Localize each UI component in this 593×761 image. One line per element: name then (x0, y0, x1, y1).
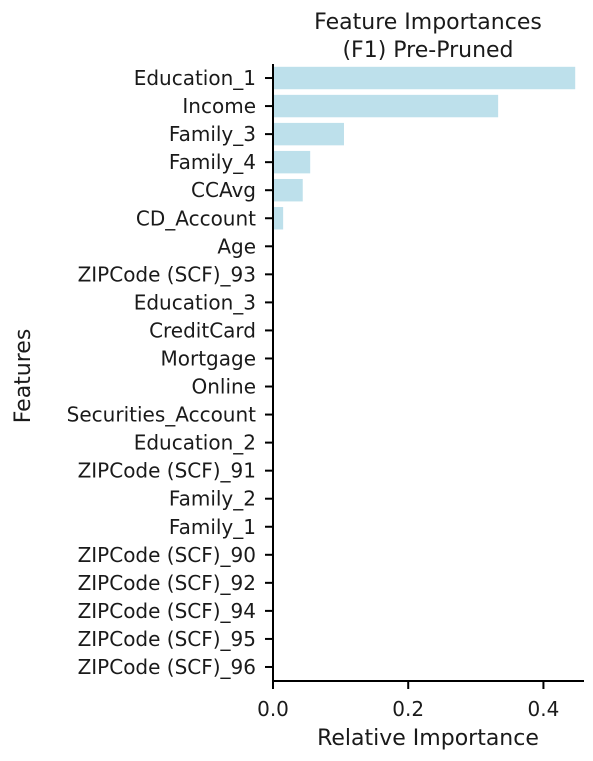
bar-cd-account (273, 207, 284, 230)
y-tick-group: Education_1 Income Family_3 Family_4 CCAvg CD… (67, 66, 273, 679)
x-tick-label-0: 0.0 (257, 697, 289, 721)
y-tick-label-family-3: Family_3 (169, 122, 256, 146)
y-tick-label-education-1: Education_1 (134, 66, 256, 90)
y-tick-label-ccavg: CCAvg (191, 178, 256, 202)
y-tick-label-income: Income (182, 94, 256, 118)
y-tick-label-zipcode-scf-92: ZIPCode (SCF)_92 (78, 571, 256, 595)
y-tick-label-creditcard: CreditCard (149, 318, 256, 342)
x-tick-group: 0.0 0.2 0.4 (257, 681, 559, 721)
y-tick-label-securities-account: Securities_Account (67, 403, 256, 427)
y-tick-label-family-1: Family_1 (169, 515, 256, 539)
bars-group (273, 66, 576, 230)
y-tick-label-zipcode-scf-95: ZIPCode (SCF)_95 (78, 627, 256, 651)
bar-family-4 (273, 150, 311, 174)
chart-title-line-1: Feature Importances (314, 10, 542, 35)
y-tick-label-education-2: Education_2 (134, 431, 256, 455)
y-tick-label-zipcode-scf-94: ZIPCode (SCF)_94 (78, 599, 256, 623)
y-tick-label-zipcode-scf-90: ZIPCode (SCF)_90 (78, 543, 256, 567)
y-tick-label-online: Online (191, 375, 256, 399)
x-tick-label-1: 0.2 (392, 697, 424, 721)
y-tick-label-cd-account: CD_Account (136, 206, 256, 230)
x-tick-label-2: 0.4 (528, 697, 560, 721)
chart-title-line-2: (F1) Pre-Pruned (342, 38, 513, 63)
y-tick-label-zipcode-scf-96: ZIPCode (SCF)_96 (78, 655, 256, 679)
y-tick-label-education-3: Education_3 (134, 290, 256, 314)
x-axis-label: Relative Importance (317, 726, 539, 751)
y-tick-label-age: Age (217, 234, 256, 258)
y-tick-label-mortgage: Mortgage (160, 346, 256, 370)
y-tick-label-family-4: Family_4 (169, 150, 256, 174)
bar-income (273, 94, 499, 118)
bar-family-3 (273, 122, 344, 146)
y-tick-label-family-2: Family_2 (169, 487, 256, 511)
y-tick-label-zipcode-scf-93: ZIPCode (SCF)_93 (78, 262, 256, 286)
bar-ccavg (273, 178, 303, 202)
y-tick-label-zipcode-scf-91: ZIPCode (SCF)_91 (78, 459, 256, 483)
y-axis-label: Features (11, 329, 36, 424)
bar-education-1 (273, 66, 576, 90)
